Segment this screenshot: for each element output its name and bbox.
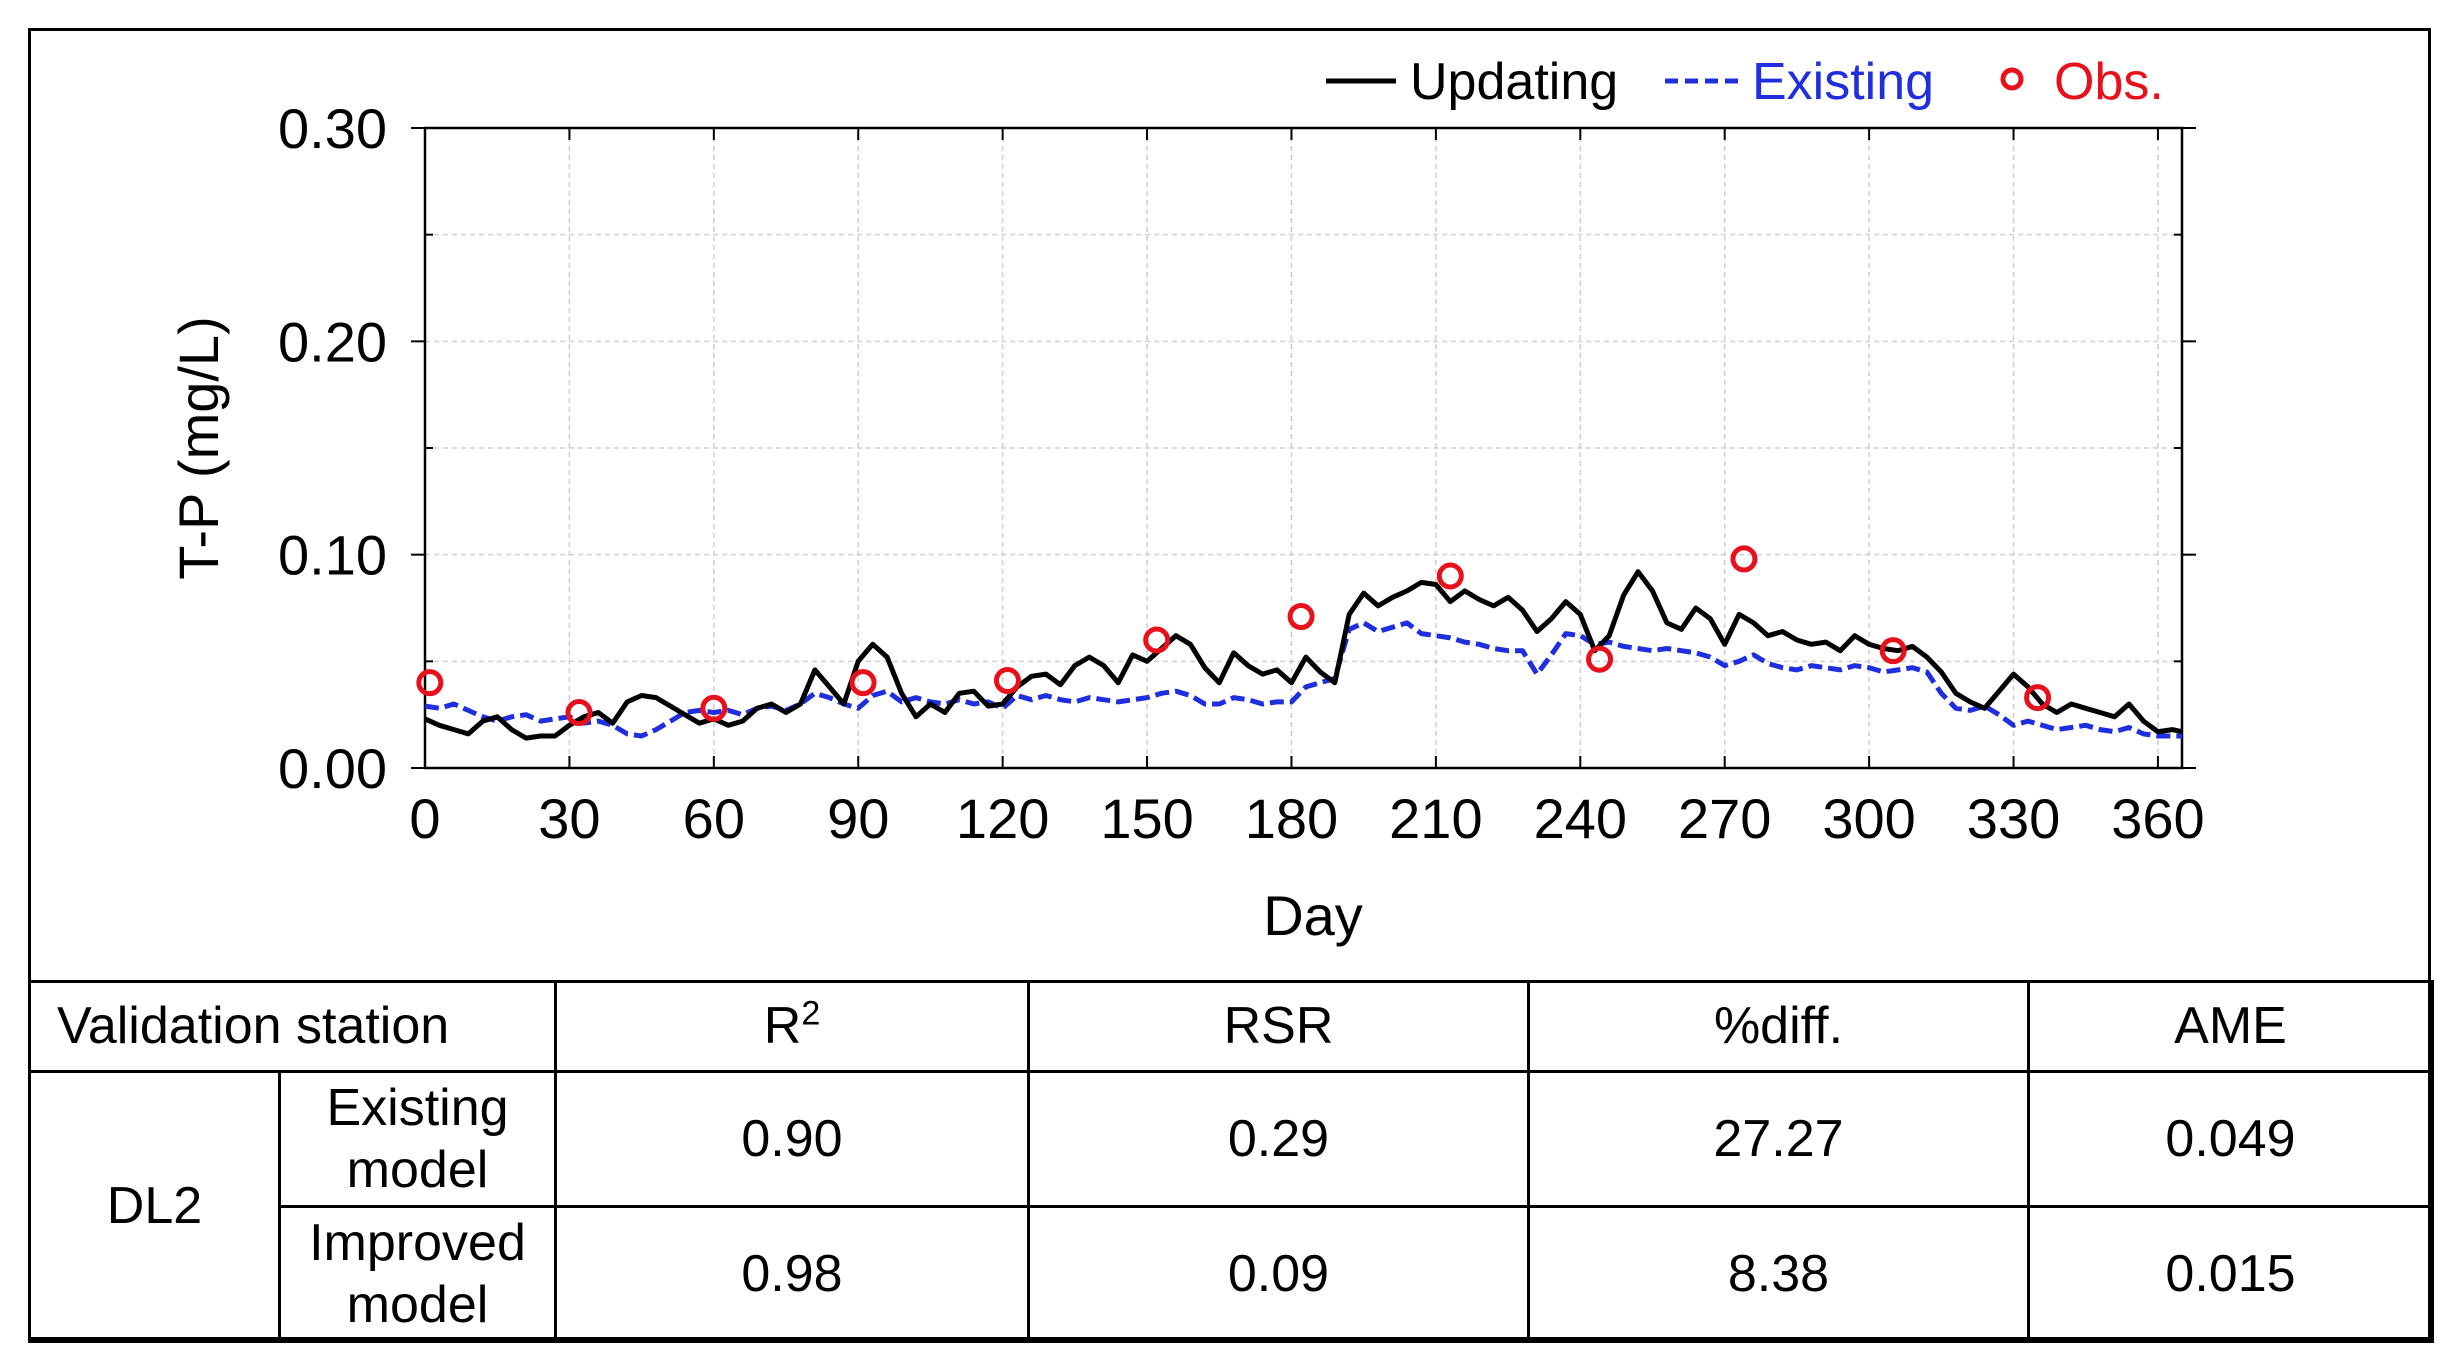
x-tick-label: 330 bbox=[1967, 787, 2060, 850]
x-tick-label: 120 bbox=[956, 787, 1049, 850]
header-diff: %diff. bbox=[1527, 980, 2030, 1073]
cell-ame: 0.049 bbox=[2027, 1070, 2434, 1208]
x-tick-label: 90 bbox=[827, 787, 889, 850]
series-line-existing bbox=[424, 620, 2182, 739]
x-tick-label: 0 bbox=[409, 787, 440, 850]
cell-rsr: 0.29 bbox=[1027, 1070, 1530, 1208]
y-tick-label: 0.00 bbox=[278, 737, 387, 800]
x-tick-label: 180 bbox=[1245, 787, 1338, 850]
header-r2-sup: 2 bbox=[801, 994, 821, 1033]
header-ame: AME bbox=[2027, 980, 2434, 1073]
cell-rsr: 0.09 bbox=[1027, 1205, 1530, 1343]
cell-diff: 8.38 bbox=[1527, 1205, 2030, 1343]
obs-point bbox=[1586, 645, 1614, 673]
validation-table: Validation station R2 RSR %diff. AME DL2… bbox=[28, 980, 2434, 1343]
x-axis-label: Day bbox=[1263, 884, 1363, 947]
legend-obs-label: Obs. bbox=[2054, 53, 2164, 111]
header-rsr: RSR bbox=[1027, 980, 1530, 1073]
obs-point bbox=[700, 694, 728, 722]
legend-obs-marker bbox=[2000, 67, 2024, 91]
cell-r2: 0.90 bbox=[554, 1070, 1030, 1208]
chart: 0.00 0.10 0.20 0.30 0 30 60 90 120 150 180 210 240 2… bbox=[167, 53, 2205, 947]
model-name-line1: Existing bbox=[326, 1078, 509, 1137]
table-header-row: Validation station R2 RSR %diff. AME bbox=[28, 980, 2434, 1073]
series-layer bbox=[416, 545, 2183, 741]
header-validation-station: Validation station bbox=[28, 980, 557, 1073]
legend-updating-label: Updating bbox=[1410, 53, 1618, 111]
x-tick-label: 360 bbox=[2111, 787, 2204, 850]
x-tick-label: 60 bbox=[683, 787, 745, 850]
x-tick-label: 300 bbox=[1822, 787, 1915, 850]
obs-point bbox=[1143, 626, 1171, 654]
series-line-updating bbox=[423, 569, 2183, 741]
cell-ame: 0.015 bbox=[2027, 1205, 2434, 1343]
obs-point bbox=[1436, 562, 1464, 590]
obs-point bbox=[2024, 684, 2052, 712]
obs-point bbox=[1287, 603, 1315, 631]
y-tick-label: 0.20 bbox=[278, 310, 387, 373]
y-tick-label: 0.30 bbox=[278, 97, 387, 160]
y-tick-labels: 0.00 0.10 0.20 0.30 bbox=[278, 97, 387, 800]
x-tick-label: 30 bbox=[538, 787, 600, 850]
model-name-line2: model bbox=[346, 1141, 489, 1199]
header-r2-base: R bbox=[763, 997, 802, 1056]
obs-point bbox=[565, 699, 593, 727]
obs-point bbox=[993, 667, 1021, 695]
legend: Updating Existing Obs. bbox=[1326, 53, 2164, 111]
x-tick-label: 210 bbox=[1389, 787, 1482, 850]
obs-point bbox=[416, 669, 444, 697]
table-row: DL2 Existing model 0.90 0.29 27.27 0.049 bbox=[28, 1070, 2434, 1343]
legend-existing-label: Existing bbox=[1752, 53, 1934, 111]
model-name-line1: Improved bbox=[309, 1213, 526, 1272]
header-r2: R2 bbox=[554, 980, 1030, 1073]
y-axis-label: T-P (mg/L) bbox=[167, 316, 230, 579]
x-tick-labels: 0 30 60 90 120 150 180 210 240 270 300 330 360 bbox=[409, 787, 2204, 850]
x-tick-label: 270 bbox=[1678, 787, 1771, 850]
obs-point bbox=[1879, 637, 1907, 665]
x-tick-label: 150 bbox=[1100, 787, 1193, 850]
obs-point bbox=[1730, 545, 1758, 573]
y-tick-label: 0.10 bbox=[278, 524, 387, 587]
model-name: Existing model bbox=[278, 1070, 557, 1208]
table-row: Improved model 0.98 0.09 8.38 0.015 bbox=[30, 1205, 2434, 1343]
obs-point bbox=[849, 669, 877, 697]
cell-diff: 27.27 bbox=[1527, 1070, 2030, 1208]
station-name: DL2 bbox=[28, 1070, 281, 1343]
axis-ticks bbox=[411, 127, 2196, 769]
model-name: Improved model bbox=[278, 1205, 557, 1343]
model-name-line2: model bbox=[346, 1276, 489, 1334]
x-tick-label: 240 bbox=[1534, 787, 1627, 850]
cell-r2: 0.98 bbox=[554, 1205, 1030, 1343]
